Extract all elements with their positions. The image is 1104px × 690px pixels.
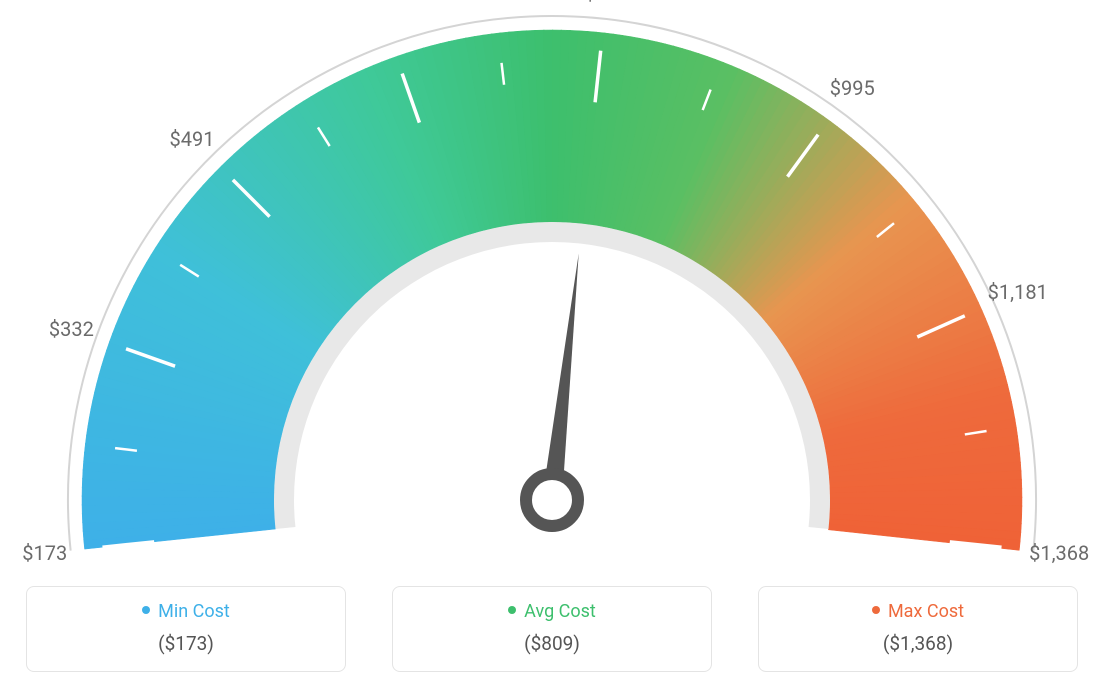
gauge-tick-label: $995: [830, 76, 875, 100]
legend-avg-title: Avg Cost: [393, 601, 711, 622]
legend-min-value: ($173): [27, 632, 345, 655]
gauge-svg: [0, 0, 1104, 560]
legend-min-title: Min Cost: [27, 601, 345, 622]
legend-avg: Avg Cost ($809): [392, 586, 712, 672]
dot-icon: [508, 606, 516, 614]
gauge-chart: $173$332$491$809$995$1,181$1,368: [0, 0, 1104, 560]
legend-min-title-text: Min Cost: [158, 601, 230, 622]
legend-avg-value: ($809): [393, 632, 711, 655]
legend-min: Min Cost ($173): [26, 586, 346, 672]
dot-icon: [872, 606, 880, 614]
dot-icon: [142, 606, 150, 614]
legend-row: Min Cost ($173) Avg Cost ($809) Max Cost…: [0, 586, 1104, 672]
legend-max-title: Max Cost: [759, 601, 1077, 622]
legend-avg-title-text: Avg Cost: [524, 601, 596, 622]
gauge-tick-label: $173: [22, 541, 67, 565]
legend-max: Max Cost ($1,368): [758, 586, 1078, 672]
gauge-tick-label: $491: [169, 127, 214, 151]
legend-max-title-text: Max Cost: [888, 601, 964, 622]
gauge-tick-label: $1,368: [1029, 541, 1089, 565]
gauge-tick-label: $1,181: [988, 280, 1048, 304]
gauge-tick-label: $809: [584, 0, 629, 5]
gauge-tick-label: $332: [49, 317, 94, 341]
legend-max-value: ($1,368): [759, 632, 1077, 655]
